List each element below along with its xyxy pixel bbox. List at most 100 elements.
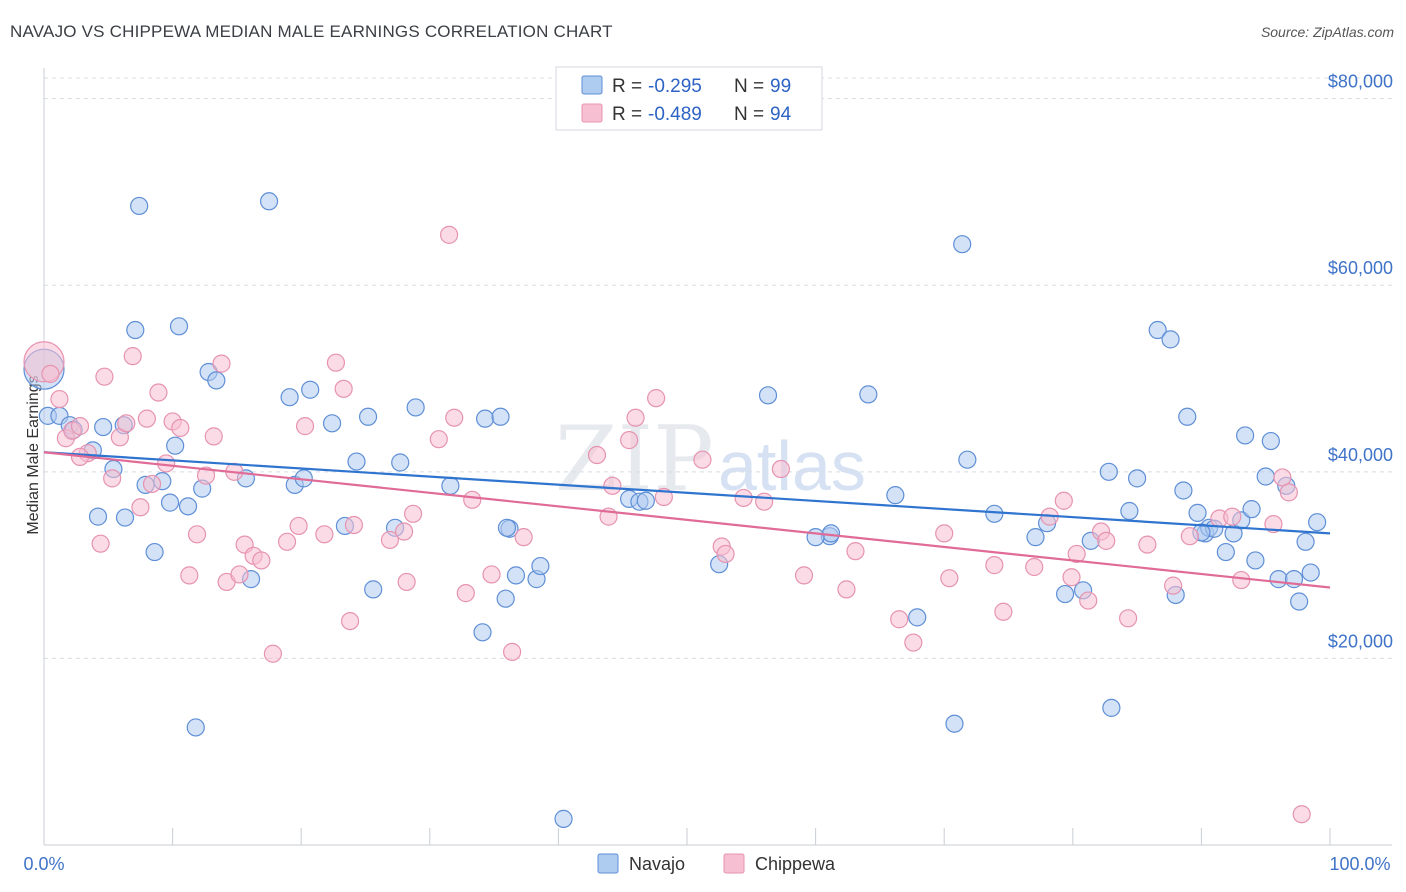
navajo-point bbox=[958, 450, 977, 469]
chippewa-point bbox=[263, 644, 283, 663]
trend-lines bbox=[43, 451, 1331, 589]
legend-swatch-navajo bbox=[581, 75, 603, 95]
chippewa-point bbox=[289, 516, 308, 536]
chippewa-point bbox=[755, 492, 774, 511]
chippewa-point bbox=[846, 542, 865, 561]
x-tick-label-start: 0.0% bbox=[23, 854, 64, 874]
navajo-point bbox=[859, 385, 878, 404]
chippewa-point bbox=[1138, 535, 1157, 554]
navajo-point bbox=[1161, 330, 1180, 349]
navajo-point bbox=[322, 414, 342, 433]
navajo-point bbox=[554, 809, 573, 828]
legend-r-label-chippewa: R = bbox=[612, 104, 642, 125]
chippewa-point bbox=[587, 445, 607, 465]
legend-n-value-navajo: 99 bbox=[770, 76, 791, 97]
navajo-point bbox=[1120, 501, 1139, 521]
navajo-point bbox=[115, 508, 135, 527]
navajo-point bbox=[280, 388, 299, 407]
chippewa-point bbox=[1223, 507, 1242, 526]
y-tick-label: $60,000 bbox=[1328, 258, 1393, 278]
chippewa-point bbox=[603, 476, 622, 495]
chippewa-point bbox=[1118, 609, 1138, 628]
chippewa-point bbox=[626, 408, 645, 427]
chippewa-point bbox=[514, 528, 533, 547]
chippewa-point bbox=[1164, 576, 1183, 595]
navajo-point bbox=[1246, 551, 1265, 570]
chippewa-point bbox=[380, 530, 400, 550]
navajo-point bbox=[1174, 481, 1193, 500]
bottom-legend-label-navajo: Navajo bbox=[629, 854, 685, 874]
chippewa-point bbox=[315, 525, 334, 544]
chippewa-point bbox=[187, 525, 207, 544]
navajo-point bbox=[1102, 698, 1121, 717]
chippewa-point bbox=[142, 474, 162, 494]
chippewa-point bbox=[693, 450, 712, 469]
chippewa-point bbox=[403, 504, 423, 523]
navajo-point bbox=[1216, 542, 1235, 562]
navajo-point bbox=[1308, 513, 1327, 532]
navajo-point bbox=[886, 486, 905, 505]
chippewa-point bbox=[716, 544, 735, 564]
legend-n-label-navajo: N = bbox=[734, 76, 764, 97]
navajo-point bbox=[1178, 407, 1197, 426]
chippewa-point bbox=[1079, 591, 1098, 610]
chippewa-point bbox=[117, 414, 136, 433]
chippewa-point bbox=[123, 347, 142, 366]
y-tick-labels: $20,000 $40,000 $60,000 $80,000 bbox=[1328, 72, 1393, 652]
chippewa-trend-line bbox=[43, 451, 1331, 589]
navajo-point bbox=[806, 528, 825, 547]
legend-n-label-chippewa: N = bbox=[734, 104, 764, 125]
navajo-point bbox=[945, 714, 964, 733]
chippewa-point bbox=[204, 427, 223, 446]
navajo-point bbox=[1099, 462, 1118, 481]
legend-n-value-chippewa: 94 bbox=[770, 104, 792, 125]
navajo-point bbox=[908, 608, 927, 627]
chippewa-point bbox=[1279, 483, 1298, 502]
chippewa-point bbox=[439, 225, 459, 244]
chippewa-point bbox=[295, 417, 315, 436]
navajo-point bbox=[166, 436, 185, 455]
legend-swatch-chippewa bbox=[581, 103, 603, 123]
chippewa-point bbox=[1097, 531, 1116, 550]
chippewa-point bbox=[985, 556, 1004, 575]
chippewa-point bbox=[95, 367, 114, 386]
navajo-point bbox=[531, 556, 550, 576]
navajo-point bbox=[506, 566, 526, 585]
legend-r-label-navajo: R = bbox=[612, 76, 642, 97]
chippewa-point bbox=[196, 466, 216, 485]
chippewa-point bbox=[734, 488, 753, 508]
source-label: Source: ZipAtlas.com bbox=[1260, 24, 1394, 40]
y-tick-label: $40,000 bbox=[1328, 445, 1393, 465]
chippewa-point bbox=[340, 611, 360, 631]
navajo-point bbox=[475, 409, 495, 428]
chippewa-point bbox=[1025, 557, 1044, 577]
navajo-point bbox=[1148, 320, 1167, 340]
chart-title: NAVAJO VS CHIPPEWA MEDIAN MALE EARNINGS … bbox=[10, 22, 613, 41]
chippewa-point bbox=[482, 565, 501, 584]
chippewa-point bbox=[252, 551, 271, 570]
chippewa-point bbox=[212, 354, 231, 373]
navajo-point bbox=[94, 417, 113, 437]
navajo-point bbox=[178, 497, 198, 516]
navajo-point bbox=[1301, 563, 1320, 582]
bottom-legend: Navajo Chippewa bbox=[597, 853, 836, 874]
navajo-point bbox=[1188, 503, 1207, 522]
navajo-point bbox=[126, 320, 145, 340]
chippewa-point bbox=[149, 383, 168, 402]
chippewa-point bbox=[326, 353, 346, 372]
chippewa-point bbox=[620, 431, 639, 450]
navajo-point bbox=[364, 580, 383, 599]
chippewa-point bbox=[91, 534, 110, 553]
navajo-point bbox=[1055, 584, 1075, 604]
chippewa-point bbox=[334, 379, 353, 398]
navajo-point bbox=[186, 718, 205, 737]
navajo-point bbox=[496, 589, 515, 608]
chippewa-point bbox=[131, 498, 150, 517]
navajo-point bbox=[259, 192, 279, 211]
navajo-point bbox=[1127, 469, 1147, 488]
chippewa-point bbox=[103, 469, 122, 488]
chippewa-point bbox=[837, 580, 856, 599]
chippewa-point bbox=[456, 584, 475, 603]
bottom-legend-swatch-navajo bbox=[597, 853, 619, 874]
